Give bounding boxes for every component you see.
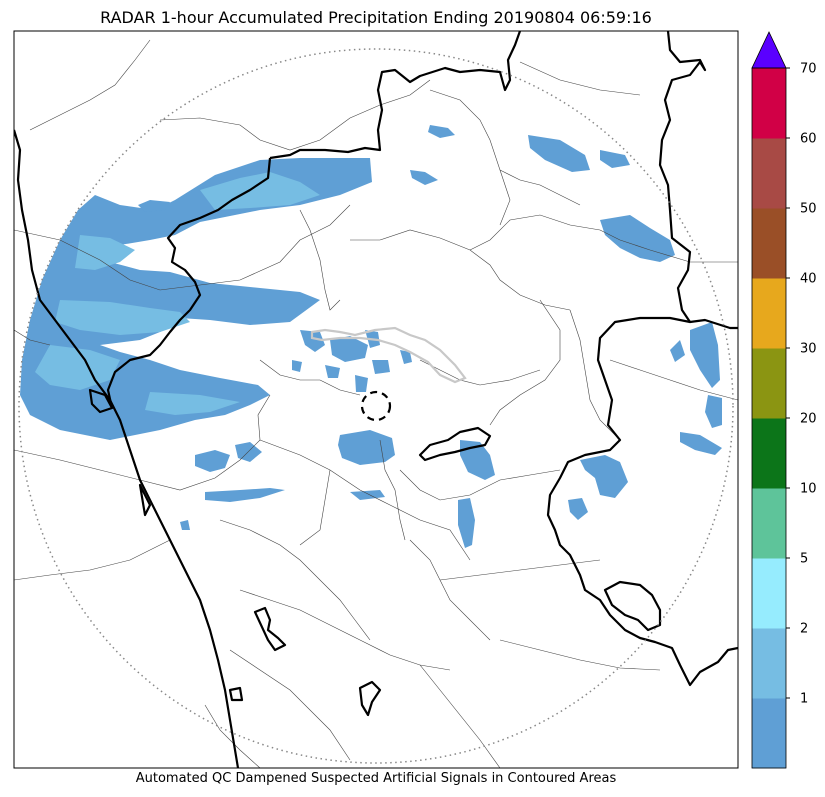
colorbar-segment <box>752 418 786 489</box>
colorbar-tick-label: 1 <box>800 692 808 707</box>
range-ring <box>18 48 734 764</box>
map-panel <box>13 30 739 769</box>
colorbar: 1 2 5 10 20 30 40 50 60 70 <box>751 31 817 769</box>
district-boundaries <box>14 39 738 768</box>
colorbar-segment <box>752 208 786 279</box>
colorbar-segment <box>752 628 786 699</box>
colorbar-tick-label: 50 <box>800 202 817 217</box>
colorbar-segment <box>752 488 786 559</box>
border-island-south2 <box>358 680 382 717</box>
colorbar-segment <box>752 68 786 139</box>
qc-contours <box>310 326 467 384</box>
border-island-south <box>253 606 287 652</box>
colorbar-segment <box>752 558 786 629</box>
radar-center-marker <box>360 390 392 422</box>
colorbar-segment <box>752 698 786 769</box>
border-northwest <box>269 31 522 160</box>
colorbar-tick-label: 5 <box>800 552 808 567</box>
border-enclave <box>418 426 492 462</box>
colorbar-segment <box>752 138 786 209</box>
colorbar-tick-label: 70 <box>800 62 817 77</box>
colorbar-segment <box>752 278 786 349</box>
border-southeast <box>546 316 738 687</box>
qc-caption: Automated QC Dampened Suspected Artifici… <box>135 771 617 786</box>
border-enclave-east <box>603 580 662 632</box>
colorbar-tick-label: 40 <box>800 272 817 287</box>
colorbar-tick-label: 30 <box>800 342 817 357</box>
precip-cell-east <box>568 215 722 520</box>
colorbar-extend-arrow <box>751 31 787 69</box>
state-borders <box>14 31 738 768</box>
precipitation-layer <box>20 125 722 548</box>
colorbar-tick-label: 10 <box>800 482 817 497</box>
colorbar-tick-label: 60 <box>800 132 817 147</box>
colorbar-tick-label: 2 <box>800 622 808 637</box>
border-east <box>658 31 738 330</box>
border-west <box>106 157 272 409</box>
colorbar-tick-label: 20 <box>800 412 817 427</box>
colorbar-segment <box>752 348 786 419</box>
map-title: RADAR 1-hour Accumulated Precipitation E… <box>100 8 652 27</box>
precip-west-core <box>35 172 320 415</box>
coastline <box>14 129 240 768</box>
map-frame <box>13 30 739 769</box>
coast-inlets <box>88 388 244 702</box>
